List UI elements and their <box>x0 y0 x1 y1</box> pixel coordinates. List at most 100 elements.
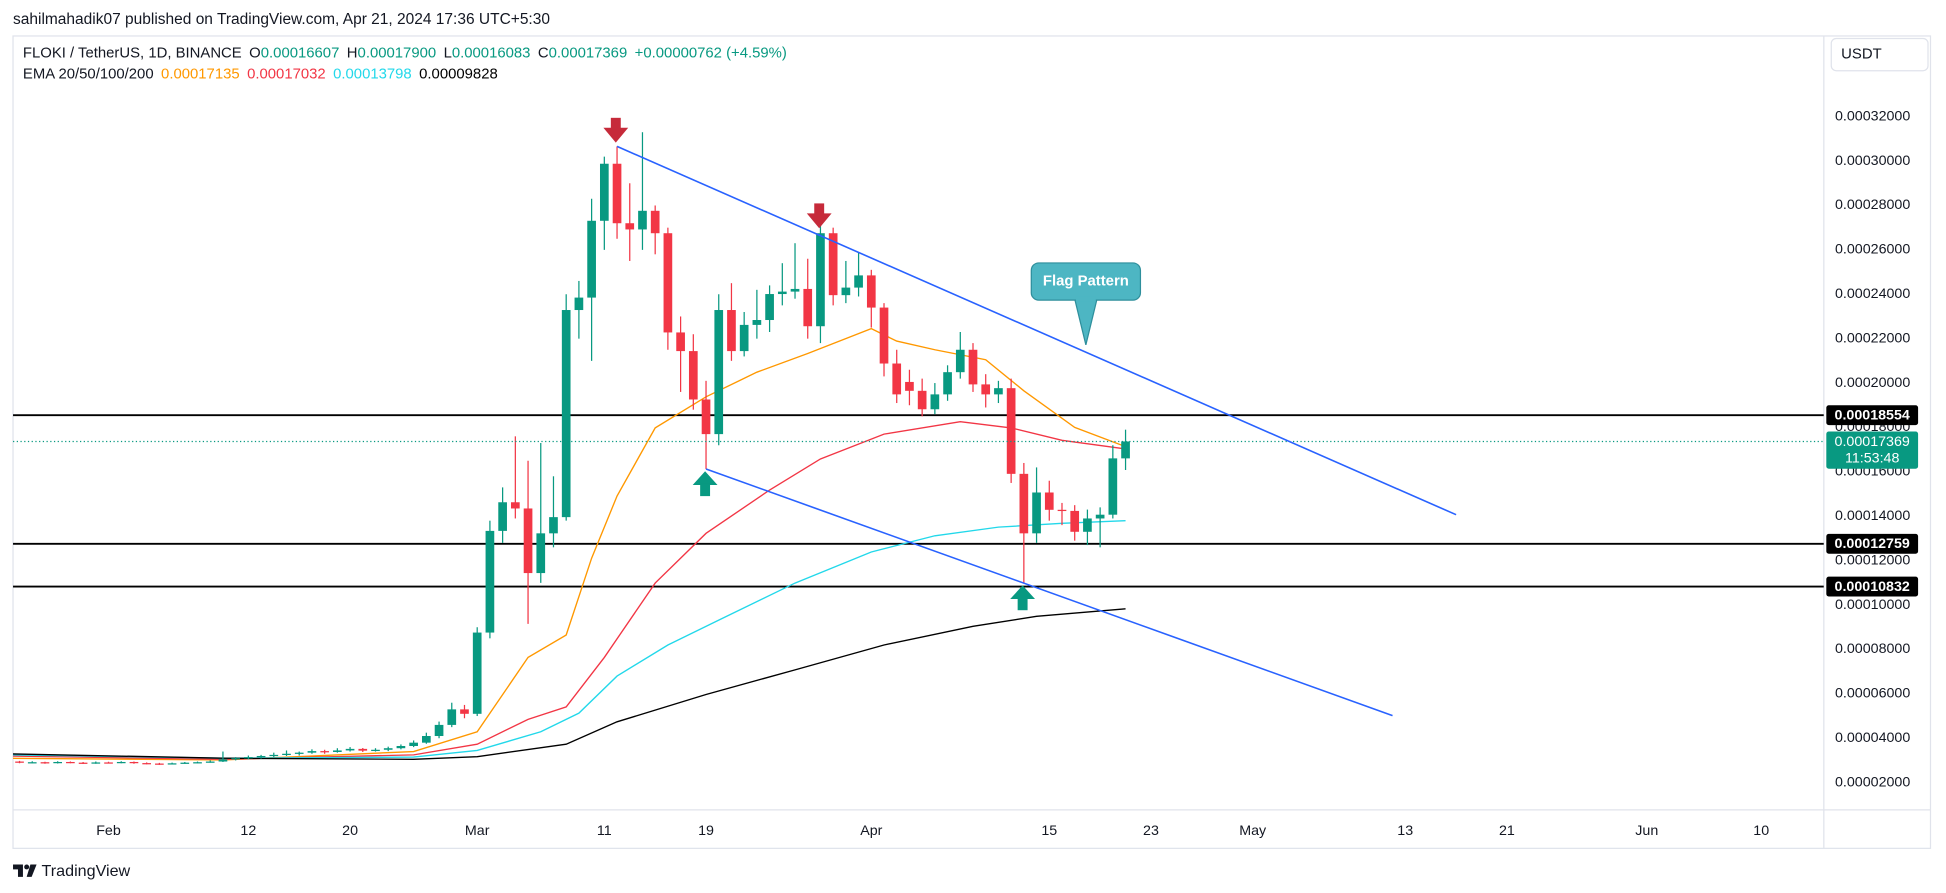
candle-body <box>345 748 355 751</box>
candle-body <box>777 291 787 295</box>
candle-body <box>66 761 75 764</box>
last-price-bg <box>1826 431 1919 469</box>
candle-body <box>1019 473 1029 534</box>
l-label: L <box>444 45 452 61</box>
candle-body <box>892 363 902 395</box>
candle-body <box>650 210 660 234</box>
x-tick-label: 21 <box>1499 823 1515 839</box>
c-label: C <box>538 45 549 61</box>
candle-body <box>180 762 190 764</box>
candle-body <box>155 763 164 765</box>
brand-logo <box>13 864 37 877</box>
currency-label[interactable]: USDT <box>1841 47 1882 63</box>
candle-body <box>968 349 978 385</box>
x-tick-label: May <box>1239 823 1267 839</box>
candle-body <box>790 288 800 292</box>
y-tick-label: 0.00032000 <box>1835 108 1910 124</box>
candle-body <box>167 763 177 765</box>
y-tick-label: 0.00028000 <box>1835 197 1910 213</box>
candle-body <box>333 750 342 752</box>
candle-body <box>879 307 889 364</box>
candle-body <box>981 384 991 395</box>
x-tick-label: Feb <box>96 823 121 839</box>
candle-body <box>40 762 50 764</box>
ema-legend: EMA 20/50/100/200 0.00017135 0.00017032 0.0… <box>23 66 498 82</box>
candle-body <box>866 275 876 308</box>
candle-body <box>383 748 393 750</box>
candle-body <box>409 742 418 746</box>
candle-body <box>1121 441 1130 459</box>
change-value: +0.00000762 (+4.59%) <box>635 45 787 61</box>
candle-body <box>447 709 457 725</box>
publisher-line: sahilmahadik07 published on TradingView.… <box>13 11 550 28</box>
candle-body <box>142 763 152 765</box>
candle-body <box>574 297 584 311</box>
ema-value: 0.00017135 <box>161 66 240 82</box>
candle-body <box>549 517 558 534</box>
currency-button[interactable] <box>1830 37 1929 72</box>
y-tick-label: 0.00004000 <box>1835 730 1910 746</box>
candle-body <box>803 288 813 327</box>
down-arrow <box>603 117 629 143</box>
candle-body <box>841 287 851 296</box>
candle-body <box>1044 492 1054 510</box>
candle-body <box>205 761 215 763</box>
level-label-bg <box>1826 576 1919 597</box>
x-tick-label: 23 <box>1143 823 1159 839</box>
y-tick-label: 0.00006000 <box>1835 686 1910 702</box>
ema-line <box>13 420 1126 760</box>
candle-body <box>854 275 863 288</box>
y-tick-label: 0.00012000 <box>1835 552 1910 568</box>
symbol-legend: FLOKI / TetherUS, 1D, BINANCE O0.00016607… <box>23 45 787 61</box>
candle-body <box>116 761 126 764</box>
candle-body <box>905 381 914 391</box>
candle-body <box>510 502 520 509</box>
brand: TradingView <box>42 862 131 880</box>
ema-value: 0.00009828 <box>419 66 498 82</box>
candle-body <box>994 388 1003 395</box>
up-arrow <box>692 471 718 497</box>
trendline <box>616 145 1457 516</box>
y-tick-label: 0.00014000 <box>1835 508 1910 524</box>
low-value: 0.00016083 <box>452 45 531 61</box>
candle-body <box>53 761 63 764</box>
ema-value: 0.00017032 <box>247 66 326 82</box>
h-label: H <box>347 45 358 61</box>
x-tick-label: 15 <box>1041 823 1057 839</box>
x-tick-label: 11 <box>597 823 612 839</box>
x-tick-label: 13 <box>1397 823 1413 839</box>
ema-line <box>13 608 1126 760</box>
candle-body <box>599 163 609 221</box>
level-label-bg <box>1826 533 1919 554</box>
candle-body <box>231 758 240 760</box>
candle-body <box>269 754 279 757</box>
callout-text: Flag Pattern <box>1043 273 1129 289</box>
candle-body <box>765 294 774 321</box>
candle-body <box>828 233 838 296</box>
x-tick-label: 12 <box>240 823 256 839</box>
candle-body <box>91 762 101 764</box>
level-label: 0.00018554 <box>1835 408 1910 424</box>
candle-body <box>358 748 368 751</box>
level-label: 0.00012759 <box>1835 536 1910 552</box>
candle-body <box>1070 510 1080 532</box>
candle-body <box>930 394 940 410</box>
candle-body <box>587 220 596 298</box>
candle-body <box>371 749 380 752</box>
candle-body <box>1083 518 1092 532</box>
y-tick-label: 0.00026000 <box>1835 242 1910 258</box>
o-label: O <box>249 45 261 61</box>
candle-body <box>129 761 139 764</box>
candle-body <box>917 390 927 410</box>
y-tick-label: 0.00020000 <box>1835 375 1910 391</box>
candle-body <box>816 233 825 327</box>
candle-body <box>955 349 965 373</box>
candle-body <box>739 324 749 352</box>
candle-body <box>752 320 762 325</box>
chart-frame <box>12 35 1932 849</box>
y-tick-label: 0.00022000 <box>1835 330 1910 346</box>
candle-body <box>727 310 736 352</box>
candle-body <box>701 399 711 435</box>
